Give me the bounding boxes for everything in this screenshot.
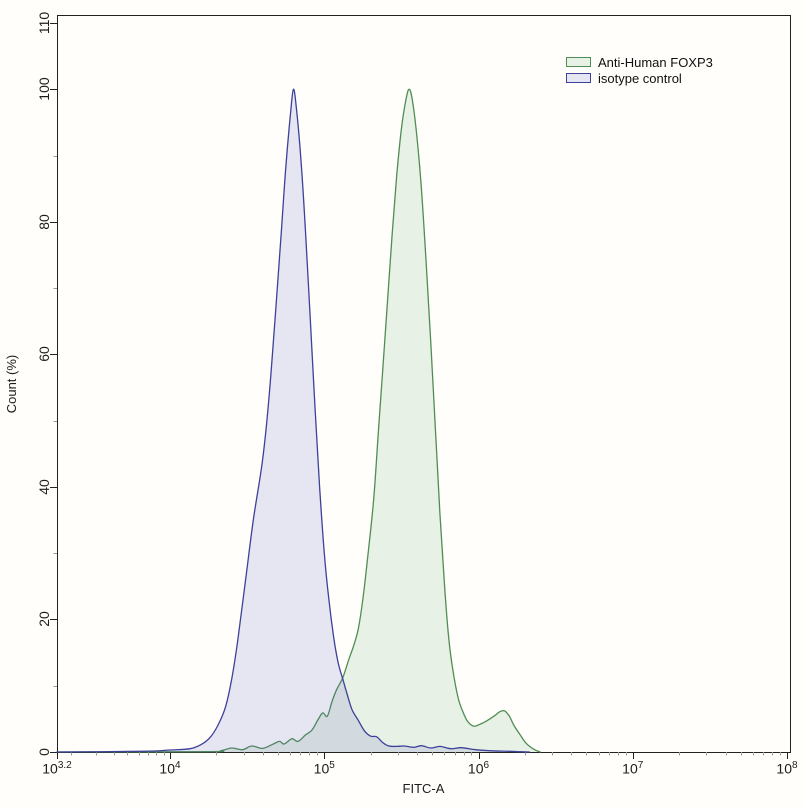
series-curve-isotype-control [56, 88, 531, 753]
legend: Anti-Human FOXP3 isotype control [566, 54, 713, 86]
series-fill-isotype-control [57, 89, 530, 752]
y-tick-label: 110 [36, 11, 52, 35]
x-tick-label: 103.2 [42, 760, 72, 777]
legend-label-isotype: isotype control [598, 70, 682, 86]
x-axis-title: FITC-A [402, 781, 445, 796]
x-tick-label: 105 [313, 760, 335, 777]
legend-label-foxp3: Anti-Human FOXP3 [598, 54, 713, 70]
legend-swatch-isotype-icon [566, 73, 591, 83]
y-tick-label: 100 [36, 77, 52, 101]
y-tick-label: 0 [36, 748, 52, 756]
axis-ticks [50, 23, 788, 759]
y-tick-label: 20 [36, 611, 52, 628]
series-curve-anti-human-foxp3 [56, 88, 541, 753]
y-tick-label: 60 [36, 346, 52, 363]
plot-frame [57, 15, 791, 753]
y-tick-label: 80 [36, 214, 52, 230]
x-tick-label: 108 [776, 760, 798, 777]
x-tick-label: 104 [159, 760, 181, 777]
series-fill-anti-human-foxp3 [57, 89, 541, 753]
legend-item-isotype: isotype control [566, 70, 713, 86]
x-tick-label: 107 [622, 760, 644, 777]
y-tick-label: 40 [36, 479, 52, 495]
x-tick-label: 106 [467, 760, 490, 777]
y-axis-title: Count (%) [4, 354, 19, 414]
legend-item-foxp3: Anti-Human FOXP3 [566, 54, 713, 70]
legend-swatch-foxp3-icon [566, 57, 591, 67]
